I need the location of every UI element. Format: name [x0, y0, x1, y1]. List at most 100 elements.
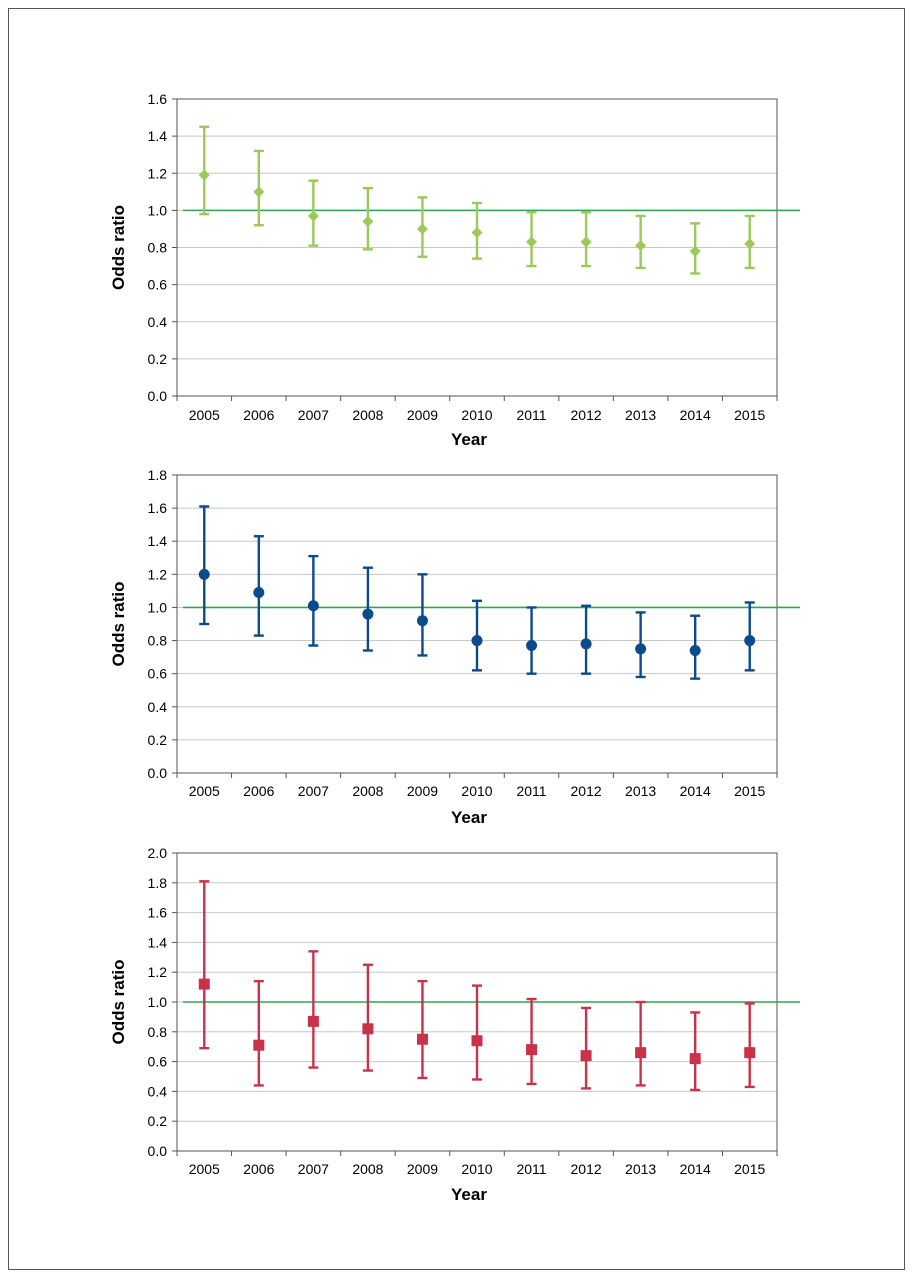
y-tick-label: 2.0 [148, 845, 168, 861]
x-tick-label: 2006 [243, 407, 274, 423]
x-tick-label: 2012 [571, 783, 602, 799]
error-bar [690, 1011, 701, 1092]
x-tick-label: 2007 [298, 783, 329, 799]
x-tick-label: 2014 [680, 783, 711, 799]
y-tick-label: 0.8 [148, 240, 168, 256]
error-bar [253, 535, 264, 637]
data-point [689, 644, 701, 656]
y-tick-label: 0.0 [148, 1143, 168, 1159]
y-tick-label: 1.0 [148, 599, 168, 615]
data-point [253, 587, 265, 599]
x-tick-label: 2013 [625, 1161, 656, 1177]
x-axis-title: Year [451, 808, 487, 827]
x-tick-label: 2009 [407, 1161, 438, 1177]
error-bar [199, 505, 210, 626]
error-bar [581, 1006, 592, 1090]
x-tick-label: 2013 [625, 407, 656, 423]
y-tick-label: 0.6 [148, 277, 168, 293]
data-point [362, 608, 374, 620]
y-tick-label: 1.0 [148, 202, 168, 218]
error-bar [635, 1000, 646, 1087]
data-point [744, 635, 756, 647]
data-point [744, 1047, 756, 1059]
y-tick-label: 1.6 [148, 91, 168, 107]
y-tick-label: 0.8 [148, 633, 168, 649]
y-tick-label: 1.4 [148, 533, 168, 549]
y-tick-label: 1.6 [148, 500, 168, 516]
error-bar [253, 979, 264, 1087]
x-tick-label: 2008 [352, 407, 383, 423]
error-bar [417, 573, 428, 657]
y-tick-label: 1.8 [148, 875, 168, 891]
y-tick-label: 1.6 [148, 905, 168, 921]
y-tick-label: 0.2 [148, 1113, 168, 1129]
x-tick-label: 2011 [516, 1161, 546, 1177]
data-point [744, 238, 756, 250]
error-bar [362, 963, 373, 1072]
x-tick-label: 2005 [189, 783, 220, 799]
x-tick-label: 2005 [189, 407, 220, 423]
data-point [253, 186, 265, 198]
data-point [526, 236, 538, 248]
data-point [307, 600, 319, 612]
y-tick-label: 0.4 [148, 1083, 168, 1099]
x-tick-label: 2015 [734, 1161, 765, 1177]
y-axis-title: Odds ratio [109, 205, 128, 290]
x-tick-label: 2010 [461, 407, 492, 423]
y-tick-label: 1.2 [148, 566, 168, 582]
data-point [635, 643, 647, 655]
data-point [580, 638, 592, 650]
x-tick-label: 2012 [571, 407, 602, 423]
y-tick-label: 0.8 [148, 1024, 168, 1040]
data-point [253, 1039, 265, 1051]
figure-frame [8, 8, 905, 1270]
x-tick-label: 2013 [625, 783, 656, 799]
y-tick-label: 0.6 [148, 666, 168, 682]
x-tick-label: 2015 [734, 783, 765, 799]
data-point [689, 245, 701, 257]
error-bar [744, 1002, 755, 1089]
data-point [471, 635, 483, 647]
x-tick-label: 2006 [243, 1161, 274, 1177]
data-point [416, 615, 428, 627]
x-tick-label: 2010 [461, 783, 492, 799]
chart-3: 0.0 0.2 0.4 0.6 0.8 1.0 1.2 1.4 1.6 1.8 2.0 2005 200… [109, 845, 800, 1204]
data-point [362, 216, 374, 228]
x-tick-label: 2008 [352, 1161, 383, 1177]
y-tick-label: 1.0 [148, 994, 168, 1010]
x-tick-label: 2010 [461, 1161, 492, 1177]
chart-2: 0.0 0.2 0.4 0.6 0.8 1.0 1.2 1.4 1.6 1.8 2005 2006 20… [109, 467, 800, 827]
x-tick-label: 2007 [298, 1161, 329, 1177]
x-tick-label: 2011 [516, 783, 546, 799]
data-point [198, 169, 210, 181]
data-point [198, 568, 210, 580]
data-point [471, 1035, 483, 1047]
error-bar [199, 880, 210, 1050]
y-tick-label: 1.8 [148, 467, 168, 483]
y-tick-label: 1.4 [148, 934, 168, 950]
y-tick-label: 0.4 [148, 314, 168, 330]
x-tick-label: 2007 [298, 407, 329, 423]
x-tick-label: 2006 [243, 783, 274, 799]
error-bar [526, 997, 537, 1086]
x-axis-title: Year [451, 430, 487, 449]
y-tick-label: 0.0 [148, 765, 168, 781]
data-point [580, 1050, 592, 1062]
y-axis-title: Odds ratio [109, 959, 128, 1044]
x-tick-label: 2012 [571, 1161, 602, 1177]
data-point [307, 1015, 319, 1027]
y-tick-label: 1.2 [148, 165, 168, 181]
error-bar [417, 979, 428, 1080]
x-tick-label: 2011 [516, 407, 546, 423]
y-tick-label: 0.4 [148, 699, 168, 715]
x-axis-title: Year [451, 1185, 487, 1204]
x-tick-label: 2014 [680, 1161, 711, 1177]
data-point [526, 640, 538, 652]
data-point [416, 223, 428, 235]
y-tick-label: 0.2 [148, 732, 168, 748]
chart-1: 0.0 0.2 0.4 0.6 0.8 1.0 1.2 1.4 1.6 2005 2006 2007 2… [109, 91, 800, 449]
data-point [635, 240, 647, 252]
data-point [526, 1044, 538, 1056]
data-point [198, 978, 210, 990]
